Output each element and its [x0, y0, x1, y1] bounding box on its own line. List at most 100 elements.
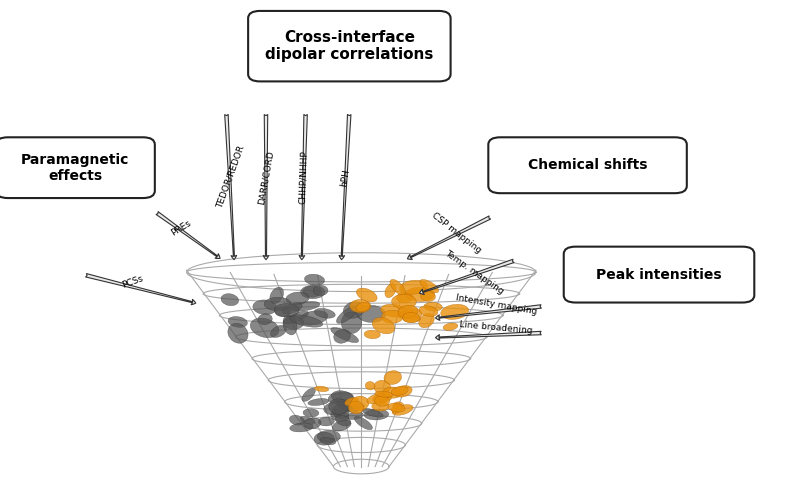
- Ellipse shape: [303, 409, 319, 417]
- Ellipse shape: [314, 386, 329, 392]
- Ellipse shape: [378, 392, 391, 401]
- Ellipse shape: [392, 404, 413, 415]
- Ellipse shape: [228, 316, 248, 328]
- Ellipse shape: [356, 302, 370, 312]
- Text: CHHP/NHHP: CHHP/NHHP: [299, 150, 309, 205]
- Ellipse shape: [361, 408, 384, 417]
- Text: Peak intensities: Peak intensities: [596, 268, 722, 281]
- Ellipse shape: [406, 287, 434, 302]
- Ellipse shape: [345, 398, 359, 406]
- Ellipse shape: [403, 316, 421, 322]
- Ellipse shape: [364, 409, 389, 420]
- Ellipse shape: [374, 380, 391, 394]
- Ellipse shape: [221, 294, 239, 306]
- Ellipse shape: [391, 404, 402, 413]
- Ellipse shape: [350, 299, 371, 312]
- Ellipse shape: [357, 288, 377, 302]
- Ellipse shape: [274, 303, 299, 317]
- Ellipse shape: [289, 415, 304, 425]
- Ellipse shape: [302, 388, 315, 401]
- Ellipse shape: [283, 311, 309, 324]
- Ellipse shape: [397, 310, 416, 319]
- Ellipse shape: [301, 285, 325, 299]
- Ellipse shape: [290, 423, 314, 432]
- Ellipse shape: [394, 385, 412, 397]
- Ellipse shape: [283, 315, 297, 335]
- Ellipse shape: [250, 318, 279, 338]
- Ellipse shape: [375, 396, 390, 406]
- Ellipse shape: [384, 387, 402, 398]
- Ellipse shape: [367, 393, 387, 404]
- Ellipse shape: [398, 305, 418, 318]
- FancyBboxPatch shape: [0, 137, 155, 198]
- Ellipse shape: [372, 317, 395, 334]
- Ellipse shape: [384, 371, 402, 384]
- Text: Intensity mapping: Intensity mapping: [455, 294, 538, 316]
- Ellipse shape: [373, 394, 388, 404]
- Ellipse shape: [335, 415, 351, 426]
- Ellipse shape: [338, 402, 364, 409]
- Ellipse shape: [286, 292, 309, 305]
- Text: DARR/CORD: DARR/CORD: [256, 150, 276, 205]
- Ellipse shape: [303, 418, 321, 429]
- Ellipse shape: [329, 399, 349, 415]
- Ellipse shape: [403, 312, 419, 323]
- Ellipse shape: [324, 401, 349, 415]
- Ellipse shape: [375, 391, 393, 397]
- Text: PREs: PREs: [169, 219, 192, 238]
- Text: Chemical shifts: Chemical shifts: [528, 158, 647, 172]
- Ellipse shape: [264, 297, 291, 311]
- Ellipse shape: [390, 279, 405, 295]
- Ellipse shape: [418, 313, 434, 328]
- Text: Cross-interface
dipolar correlations: Cross-interface dipolar correlations: [265, 30, 434, 62]
- Ellipse shape: [258, 313, 272, 325]
- Ellipse shape: [333, 330, 350, 343]
- Ellipse shape: [351, 396, 368, 411]
- Ellipse shape: [303, 286, 321, 297]
- Text: Temp. mapping: Temp. mapping: [443, 248, 506, 296]
- Ellipse shape: [252, 300, 277, 314]
- Ellipse shape: [357, 305, 386, 322]
- Ellipse shape: [420, 291, 435, 301]
- Ellipse shape: [391, 386, 408, 396]
- Ellipse shape: [354, 417, 372, 430]
- Ellipse shape: [391, 295, 416, 309]
- Text: Line broadening: Line broadening: [459, 320, 534, 336]
- Text: PCSs: PCSs: [121, 274, 145, 290]
- Ellipse shape: [385, 283, 396, 297]
- Ellipse shape: [399, 280, 428, 294]
- Ellipse shape: [364, 330, 380, 339]
- Ellipse shape: [349, 401, 364, 414]
- Ellipse shape: [331, 328, 359, 343]
- Ellipse shape: [443, 323, 458, 330]
- Ellipse shape: [343, 302, 364, 318]
- FancyBboxPatch shape: [488, 137, 687, 193]
- Ellipse shape: [290, 301, 320, 311]
- Ellipse shape: [346, 412, 364, 419]
- Text: CSP mapping: CSP mapping: [430, 211, 483, 255]
- Text: hPH: hPH: [339, 168, 352, 187]
- Ellipse shape: [365, 382, 375, 390]
- Text: Paramagnetic
effects: Paramagnetic effects: [21, 153, 129, 183]
- Ellipse shape: [271, 325, 287, 337]
- Ellipse shape: [228, 323, 248, 343]
- Ellipse shape: [328, 392, 353, 404]
- Ellipse shape: [332, 420, 351, 431]
- FancyBboxPatch shape: [248, 11, 451, 81]
- Ellipse shape: [300, 416, 314, 424]
- Ellipse shape: [337, 399, 360, 412]
- Ellipse shape: [314, 309, 335, 318]
- Ellipse shape: [270, 287, 283, 304]
- Ellipse shape: [420, 279, 438, 293]
- Ellipse shape: [320, 437, 336, 445]
- Ellipse shape: [387, 403, 405, 412]
- Ellipse shape: [314, 433, 334, 445]
- Ellipse shape: [299, 311, 328, 325]
- Ellipse shape: [290, 315, 322, 327]
- Ellipse shape: [283, 316, 304, 330]
- Ellipse shape: [381, 310, 403, 323]
- Ellipse shape: [331, 391, 353, 403]
- Ellipse shape: [424, 302, 442, 311]
- Ellipse shape: [317, 430, 341, 443]
- Ellipse shape: [372, 402, 389, 411]
